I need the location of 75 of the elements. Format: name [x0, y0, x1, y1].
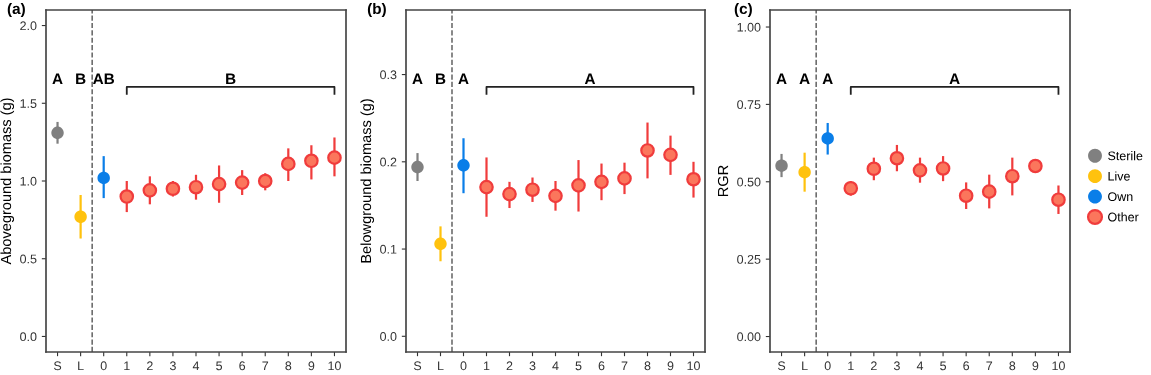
x-tick-label: 8	[1009, 361, 1016, 371]
x-tick-label: 7	[621, 361, 628, 371]
x-tick-label: L	[802, 361, 808, 371]
chart-title: (b)	[367, 2, 386, 18]
x-tick-label: 6	[598, 361, 605, 371]
x-tick-label: 6	[963, 361, 970, 371]
y-tick-label: 1.0	[20, 176, 37, 186]
x-tick-label: S	[53, 361, 62, 371]
x-tick-label: 2	[871, 361, 877, 371]
x-tick-label: 1	[483, 361, 490, 371]
y-tick-label: 0.25	[737, 254, 761, 264]
x-tick-label: 1	[848, 361, 854, 371]
x-tick-label: 3	[169, 361, 176, 371]
x-tick-label: 2	[506, 361, 513, 371]
x-tick-label: 5	[940, 361, 947, 371]
y-axis-title: Belowground biomass (g)	[360, 99, 375, 263]
legend-label: Live	[1108, 171, 1130, 181]
legend-label: Own	[1108, 192, 1133, 202]
y-tick-label: 0.00	[737, 332, 761, 342]
x-tick-label: 0	[100, 361, 107, 371]
y-tick-label: 0.0	[380, 332, 397, 341]
x-tick-label: 4	[192, 361, 200, 371]
annotation: A	[822, 73, 833, 85]
legend-label: Sterile	[1108, 151, 1143, 161]
annotation: A	[458, 73, 469, 85]
annotation: B	[226, 73, 236, 85]
x-tick-label: 5	[575, 361, 582, 371]
x-tick-label: 10	[1052, 361, 1065, 371]
x-tick-label: L	[438, 361, 444, 371]
y-axis-title: Aboveground biomass (g)	[0, 98, 15, 265]
annotation: B	[76, 73, 86, 85]
annotation: A	[412, 73, 423, 85]
x-tick-label: 0	[460, 361, 467, 371]
x-tick-label: 5	[216, 361, 223, 371]
y-tick-label: 0.2	[380, 157, 397, 167]
y-tick-label: 0.1	[380, 244, 397, 254]
y-tick-label: 0.5	[20, 254, 37, 264]
y-axis-title: RGR	[717, 165, 729, 197]
x-tick-label: S	[777, 361, 786, 371]
x-tick-label: 10	[687, 361, 700, 371]
annotation: A	[776, 73, 787, 85]
x-tick-label: 4	[916, 361, 924, 371]
x-tick-label: 2	[147, 361, 153, 371]
x-tick-label: 3	[529, 361, 536, 371]
x-tick-label: 7	[262, 361, 269, 371]
x-tick-label: 8	[644, 361, 651, 371]
chart-title: (c)	[734, 2, 752, 18]
x-tick-label: 4	[552, 361, 559, 371]
x-tick-label: 9	[667, 361, 674, 371]
x-tick-label: 7	[986, 361, 993, 371]
x-tick-label: 10	[328, 361, 341, 371]
x-tick-label: 0	[824, 361, 831, 371]
x-tick-label: 9	[308, 361, 315, 371]
x-tick-label: 3	[893, 361, 900, 371]
y-tick-label: 2.0	[20, 21, 37, 31]
x-tick-label: 9	[1032, 361, 1039, 371]
annotation: A	[799, 73, 810, 85]
x-tick-label: L	[78, 361, 84, 371]
annotation: A	[52, 73, 63, 85]
y-tick-label: 0.75	[737, 100, 761, 110]
x-tick-label: S	[413, 361, 422, 371]
y-tick-label: 0.3	[380, 70, 397, 80]
x-tick-label: 6	[239, 361, 246, 371]
annotation: A	[949, 73, 960, 85]
annotation: B	[436, 73, 446, 85]
y-tick-label: 0.50	[737, 177, 761, 187]
x-tick-label: 8	[285, 361, 292, 371]
y-tick-label: 1.00	[737, 22, 761, 32]
x-tick-label: 1	[124, 361, 130, 371]
chart-title: (a)	[7, 2, 25, 18]
y-tick-label: 1.5	[20, 99, 37, 108]
annotation: A	[584, 73, 596, 85]
annotation: AB	[93, 73, 115, 85]
y-tick-label: 0.0	[20, 332, 37, 342]
legend-label: Other	[1108, 212, 1139, 222]
